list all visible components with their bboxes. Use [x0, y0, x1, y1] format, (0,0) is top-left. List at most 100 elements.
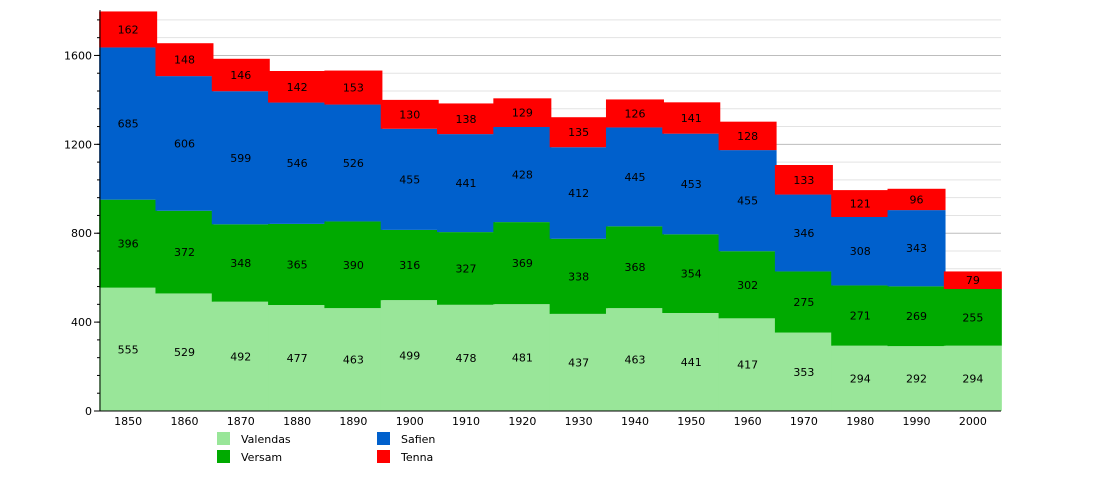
bar-valendas-1880 [268, 305, 327, 411]
bar-tenna-1870 [211, 58, 270, 92]
data-label-safien-1920: 428 [512, 169, 533, 182]
bar-tenna-1940 [605, 99, 664, 128]
legend: Valendas Versam Safien Tenna [217, 432, 435, 464]
bar-versam-1940 [605, 226, 664, 309]
bar-tenna-1900 [380, 99, 439, 129]
data-label-tenna-1950: 141 [681, 112, 702, 125]
legend-label-versam: Versam [241, 451, 282, 464]
data-label-versam-1920: 369 [512, 257, 533, 270]
legend-label-valendas: Valendas [241, 433, 291, 446]
data-label-safien-1860: 606 [174, 137, 195, 150]
bar-tenna-1950 [662, 102, 721, 134]
bar-versam-1980 [831, 285, 890, 346]
data-label-safien-1900: 455 [399, 173, 420, 186]
data-label-versam-1950: 354 [681, 268, 702, 281]
bar-safien-1890 [324, 104, 383, 222]
bar-safien-1900 [380, 128, 439, 230]
data-label-versam-1850: 396 [118, 238, 139, 251]
data-label-valendas-1880: 477 [287, 352, 308, 365]
data-label-valendas-1980: 294 [850, 372, 871, 385]
data-label-valendas-2000: 294 [962, 372, 983, 385]
bar-tenna-1860 [155, 43, 214, 77]
data-label-tenna-1910: 138 [456, 113, 477, 126]
data-label-versam-1910: 327 [456, 262, 477, 275]
bar-versam-2000 [943, 289, 1002, 346]
data-label-valendas-1870: 492 [230, 350, 251, 363]
data-label-safien-1950: 453 [681, 178, 702, 191]
bar-tenna-1970 [774, 165, 833, 195]
legend-swatch-tenna [377, 450, 390, 463]
data-label-valendas-1960: 417 [737, 359, 758, 372]
bar-versam-1920 [493, 222, 552, 305]
bar-valendas-1850 [99, 287, 158, 411]
data-label-valendas-1890: 463 [343, 354, 364, 367]
axes: 0 400 800 1200 1600 1850 1860 1870 1880 1890 1900 1… [64, 10, 1001, 428]
x-tick-label: 1860 [170, 415, 198, 428]
x-tick-label: 1910 [452, 415, 480, 428]
data-label-versam-1980: 271 [850, 310, 871, 323]
data-label-versam-1860: 372 [174, 246, 195, 259]
bars: 555 396 685 162 529 372 606 148 492 348 599 146 477 3… [99, 11, 1002, 411]
x-tick-label: 2000 [959, 415, 987, 428]
data-label-valendas-1900: 499 [399, 350, 420, 363]
data-label-versam-1880: 365 [287, 258, 308, 271]
bar-valendas-1950 [662, 313, 721, 411]
bar-safien-1980 [831, 217, 890, 286]
bar-versam-1850 [99, 199, 158, 288]
bar-safien-1910 [437, 134, 496, 233]
data-label-versam-2000: 255 [962, 311, 983, 324]
bar-versam-1910 [437, 232, 496, 305]
x-tick-label: 1940 [621, 415, 649, 428]
data-label-safien-1850: 685 [118, 118, 139, 131]
bar-versam-1990 [887, 286, 946, 347]
data-label-versam-1890: 390 [343, 259, 364, 272]
bar-versam-1860 [155, 210, 214, 294]
bar-valendas-1870 [211, 301, 270, 411]
data-label-valendas-1930: 437 [568, 356, 589, 369]
bar-valendas-1960 [718, 318, 777, 411]
data-label-versam-1960: 302 [737, 279, 758, 292]
data-label-tenna-1930: 135 [568, 126, 589, 139]
bar-versam-1960 [718, 251, 777, 319]
x-tick-label: 1990 [903, 415, 931, 428]
bar-valendas-1890 [324, 308, 383, 411]
data-label-tenna-1960: 128 [737, 130, 758, 143]
data-label-tenna-1970: 133 [793, 174, 814, 187]
bar-valendas-1990 [887, 346, 946, 411]
bar-safien-1850 [99, 47, 158, 200]
bar-valendas-1860 [155, 293, 214, 411]
data-label-valendas-1860: 529 [174, 346, 195, 359]
bar-safien-1860 [155, 76, 214, 211]
y-tick-label: 400 [71, 316, 92, 329]
data-label-safien-1890: 526 [343, 157, 364, 170]
y-tick-label: 0 [85, 405, 92, 418]
data-label-safien-1940: 445 [624, 171, 645, 184]
legend-swatch-versam [217, 450, 230, 463]
y-tick-label: 1600 [64, 49, 92, 62]
x-tick-label: 1890 [339, 415, 367, 428]
x-tick-label: 1980 [846, 415, 874, 428]
bar-tenna-1920 [493, 98, 552, 127]
bar-tenna-1910 [437, 103, 496, 135]
bar-versam-1900 [380, 229, 439, 301]
bar-tenna-2000 [943, 271, 1002, 289]
data-label-safien-1930: 412 [568, 187, 589, 200]
data-label-safien-1870: 599 [230, 152, 251, 165]
bar-tenna-1960 [718, 121, 777, 151]
data-label-valendas-1910: 478 [456, 352, 477, 365]
data-label-versam-1900: 316 [399, 259, 420, 272]
x-tick-label: 1920 [508, 415, 536, 428]
data-label-tenna-1980: 121 [850, 198, 871, 211]
bar-valendas-1910 [437, 304, 496, 411]
bar-versam-1870 [211, 224, 270, 302]
data-label-tenna-2000: 79 [966, 274, 980, 287]
x-tick-label: 1970 [790, 415, 818, 428]
bar-safien-1920 [493, 127, 552, 223]
bar-tenna-1930 [549, 117, 608, 148]
bar-safien-1950 [662, 133, 721, 235]
bar-safien-1960 [718, 150, 777, 252]
x-tick-label: 1960 [734, 415, 762, 428]
x-tick-label: 1850 [114, 415, 142, 428]
bar-versam-1930 [549, 238, 608, 314]
bar-safien-1930 [549, 147, 608, 239]
